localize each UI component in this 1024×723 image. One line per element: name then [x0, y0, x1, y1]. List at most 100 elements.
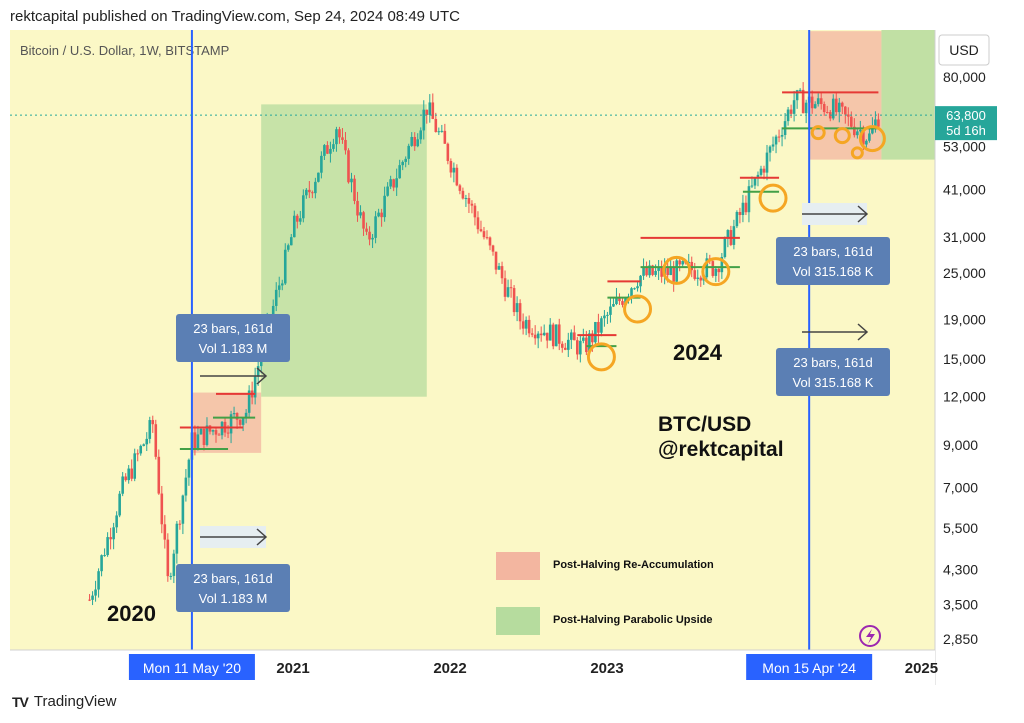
candle-body	[813, 104, 817, 109]
chart-area[interactable]: Bitcoin / U.S. Dollar, 1W, BITSTAMP 23 ba…	[10, 30, 1024, 685]
y-tick-label: 7,000	[943, 480, 978, 496]
candle-body	[94, 589, 97, 596]
candle-body	[97, 571, 100, 590]
candle-body	[296, 215, 299, 222]
candle-body	[741, 202, 745, 216]
candle-body	[226, 432, 230, 434]
candle-body	[238, 419, 242, 425]
candle-body	[594, 321, 597, 343]
candle-body	[160, 493, 164, 525]
candle-body	[606, 314, 609, 316]
candle-body	[386, 186, 389, 196]
candle-body	[142, 444, 146, 446]
candle-body	[843, 106, 847, 115]
year-label-2024: 2024	[673, 340, 723, 365]
candle-body	[124, 476, 127, 481]
candle-body	[169, 575, 173, 577]
candle-body	[244, 412, 248, 418]
candle-body	[560, 343, 564, 348]
candle-body	[503, 278, 507, 297]
candle-body	[536, 333, 540, 339]
candle-body	[816, 98, 820, 105]
candle-body	[428, 102, 432, 115]
candle-body	[648, 265, 651, 276]
arrow-head-icon	[256, 367, 268, 385]
y-tick-label: 19,000	[943, 311, 986, 327]
candle-body	[585, 337, 588, 353]
retest-circle	[833, 127, 851, 145]
candle-body	[371, 237, 374, 240]
y-tick-label: 25,000	[943, 265, 986, 281]
candle-body	[410, 136, 414, 146]
retest-circle	[858, 125, 886, 153]
candle-body	[759, 168, 763, 175]
candle-body	[630, 288, 633, 297]
candle-body	[145, 438, 149, 445]
measure-label-vol: Vol 315.168 K	[793, 264, 874, 279]
retest-circle	[662, 255, 692, 285]
candle-body	[356, 200, 359, 216]
candle-body	[837, 102, 841, 113]
candle-body	[551, 324, 555, 347]
candle-body	[666, 267, 669, 276]
candle-body	[437, 131, 441, 133]
halving-date-tag	[746, 654, 873, 680]
candle-body	[645, 267, 648, 276]
y-tick-label: 9,000	[943, 437, 978, 453]
candle-body	[563, 347, 567, 350]
watermark-author: @rektcapital	[658, 438, 784, 461]
legend-swatch	[496, 607, 540, 635]
tradingview-logo[interactable]: TV TradingView	[12, 693, 116, 710]
candle-body	[413, 136, 417, 147]
candle-body	[229, 414, 233, 434]
candle-body	[214, 430, 218, 435]
measure-label-vol: Vol 1.183 M	[199, 341, 268, 356]
candle-body	[877, 119, 880, 127]
y-tick-label: 4,300	[943, 562, 978, 578]
candle-body	[326, 145, 329, 154]
candle-body	[184, 477, 188, 496]
halving-date-label: Mon 15 Apr '24	[762, 660, 856, 676]
candle-body	[103, 555, 106, 557]
candle-body	[395, 178, 398, 188]
candle-body	[756, 174, 760, 178]
candle-body	[392, 179, 395, 188]
candle-body	[344, 139, 347, 151]
candle-body	[151, 420, 155, 425]
candle-body	[473, 205, 477, 218]
lightning-badge-icon	[859, 625, 881, 647]
year-label-2020: 2020	[107, 601, 156, 626]
candle-body	[506, 287, 510, 297]
retest-circle	[701, 257, 731, 287]
candle-body	[566, 339, 570, 350]
candle-body	[753, 177, 757, 186]
candle-body	[464, 198, 468, 200]
candle-body	[732, 226, 736, 245]
candle-body	[205, 425, 209, 445]
x-tick-label: 2025	[905, 660, 938, 677]
candle-body	[320, 155, 323, 173]
candle-body	[539, 333, 543, 336]
measure-label-bars: 23 bars, 161d	[793, 244, 873, 259]
candle-body	[458, 185, 462, 191]
candle-body	[118, 493, 121, 516]
candle-body	[425, 109, 429, 115]
candle-body	[404, 158, 407, 162]
measure-box	[776, 237, 890, 285]
candle-body	[299, 218, 302, 222]
candle-body	[579, 340, 582, 355]
candle-body	[494, 251, 498, 270]
candle-body	[825, 112, 829, 114]
candle-body	[636, 286, 639, 289]
candle-body	[795, 90, 799, 101]
price-chart[interactable]: Bitcoin / U.S. Dollar, 1W, BITSTAMP 23 ba…	[10, 30, 1024, 715]
candle-body	[401, 161, 404, 166]
parabolic-zone-2024	[881, 30, 935, 160]
halving-date-label: Mon 11 May '20	[143, 660, 241, 676]
candle-body	[750, 185, 754, 187]
candle-body	[609, 306, 612, 315]
candle-body	[527, 319, 531, 334]
candle-body	[166, 539, 170, 577]
measure-label-vol: Vol 1.183 M	[199, 591, 268, 606]
measure-box	[176, 314, 290, 362]
